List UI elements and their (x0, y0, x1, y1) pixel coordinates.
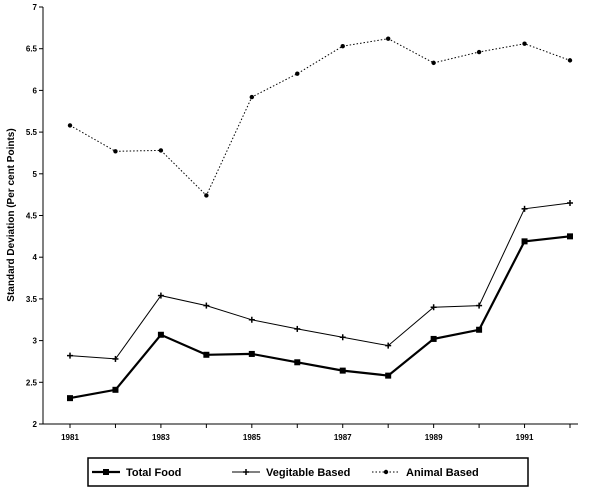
data-point-vegitable-based (157, 292, 164, 299)
x-tick-label: 1985 (243, 433, 261, 442)
y-tick-label: 5.5 (26, 128, 38, 137)
data-point-animal-based (385, 36, 391, 41)
data-point-total-food (112, 386, 119, 393)
data-point-vegitable-based (294, 325, 301, 332)
data-point-total-food (294, 359, 301, 366)
x-tick-label: 1983 (152, 433, 170, 442)
data-point-animal-based (567, 58, 573, 63)
data-point-vegitable-based (67, 352, 73, 359)
y-axis-title: Standard Deviation (Per cent Points) (6, 128, 17, 301)
data-point-animal-based (249, 94, 255, 100)
x-tick-label: 1981 (61, 433, 79, 442)
legend-marker-vegitable-based (243, 469, 249, 475)
data-point-total-food (521, 238, 528, 245)
data-point-animal-based (67, 123, 73, 128)
data-point-total-food (567, 233, 573, 240)
data-point-total-food (385, 372, 392, 379)
legend-label-vegitable-based: Vegitable Based (266, 467, 350, 479)
data-point-total-food (203, 351, 210, 358)
y-tick-label: 6 (33, 86, 38, 95)
x-tick-label: 1991 (516, 433, 534, 442)
data-point-total-food (67, 395, 73, 402)
data-point-vegitable-based (248, 316, 255, 323)
data-point-vegitable-based (521, 205, 528, 212)
legend-label-animal-based: Animal Based (406, 467, 479, 479)
legend: Total Food Vegitable Based Animal Based (87, 457, 529, 487)
data-point-vegitable-based (476, 302, 483, 309)
y-tick-label: 4.5 (26, 212, 38, 221)
y-tick-label: 2.5 (26, 378, 38, 387)
series-line-total-food (69, 235, 571, 400)
data-point-animal-based (158, 148, 164, 153)
y-tick-label: 2 (33, 420, 38, 429)
data-point-vegitable-based (339, 334, 346, 341)
data-point-total-food (339, 367, 346, 374)
data-point-total-food (430, 335, 437, 342)
data-point-vegitable-based (112, 355, 119, 362)
data-point-animal-based (295, 71, 300, 76)
data-point-animal-based (476, 49, 482, 55)
legend-marker-animal-based (383, 469, 389, 475)
data-point-animal-based (431, 60, 436, 66)
x-tick-label: 1987 (334, 433, 352, 442)
data-point-animal-based (204, 193, 209, 198)
y-tick-label: 3.5 (26, 295, 38, 304)
data-point-animal-based (113, 149, 118, 154)
data-point-total-food (157, 331, 164, 338)
series-line-animal-based (69, 38, 571, 197)
legend-label-total-food: Total Food (126, 467, 181, 479)
data-point-total-food (476, 326, 483, 333)
data-point-animal-based (340, 43, 345, 49)
x-tick-label: 1989 (425, 433, 443, 442)
y-tick-label: 7 (33, 3, 38, 12)
data-point-vegitable-based (385, 342, 392, 349)
y-tick-label: 3 (33, 337, 38, 346)
legend-marker-total-food (103, 469, 109, 475)
data-point-vegitable-based (203, 302, 210, 309)
data-point-vegitable-based (430, 304, 437, 311)
y-tick-label: 6.5 (26, 45, 38, 54)
data-point-animal-based (522, 41, 527, 46)
legend-box (87, 457, 529, 487)
y-tick-label: 4 (33, 253, 38, 262)
data-point-vegitable-based (567, 199, 573, 206)
data-point-total-food (248, 350, 255, 357)
series-line-vegitable-based (69, 202, 571, 360)
y-tick-label: 5 (33, 170, 38, 179)
